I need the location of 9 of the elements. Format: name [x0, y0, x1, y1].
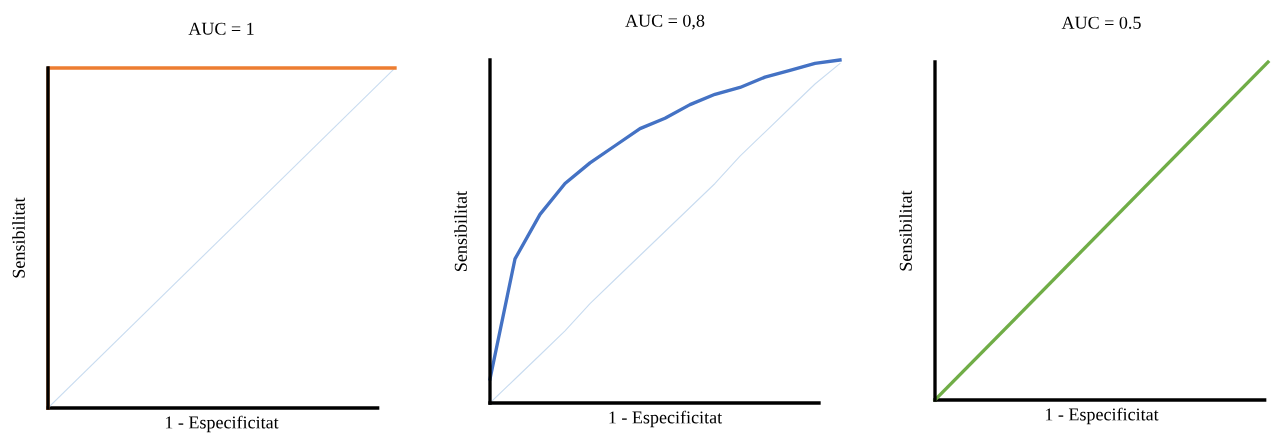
y-axis-title: Sensibilitat [12, 197, 25, 278]
chart-title: AUC = 1 [188, 22, 254, 35]
x-axis-title: 1 - Especificitat [165, 415, 279, 433]
x-axis-title: 1 - Especificitat [1045, 407, 1159, 425]
y-axis-title: Sensibilitat [899, 190, 912, 271]
chart-title: AUC = 0,8 [625, 14, 705, 30]
x-axis-title: 1 - Especificitat [609, 410, 723, 428]
y-axis-title: Sensibilitat [454, 190, 467, 271]
chart-title: AUC = 0.5 [1061, 16, 1141, 29]
